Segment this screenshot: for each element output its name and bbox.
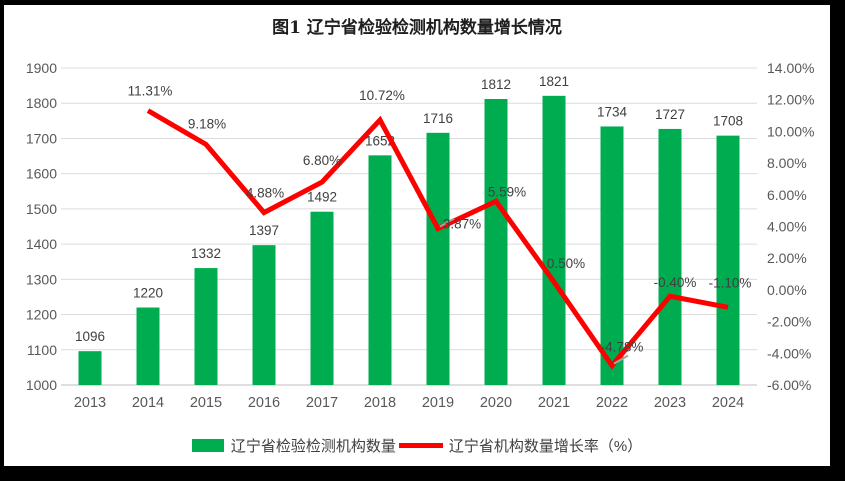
right-axis-tick: 4.00% [767, 219, 807, 235]
line-data-label: 9.18% [188, 116, 226, 131]
line-data-label: 6.80% [303, 153, 341, 168]
right-axis-tick: 6.00% [767, 187, 807, 203]
bar-data-label: 1734 [597, 104, 628, 119]
left-axis-tick: 1900 [26, 60, 57, 76]
line-data-label: -4.78% [601, 340, 644, 355]
bar-2017 [310, 211, 334, 385]
legend-bar-swatch-icon [191, 439, 224, 452]
left-axis-tick: 1200 [26, 307, 57, 323]
bar-2023 [658, 128, 682, 385]
bar-2024 [716, 135, 740, 385]
chart-frame: 图1 辽宁省检验检测机构数量增长情况 1900 1800 1700 1600 1500 1… [4, 5, 830, 466]
x-axis-label: 2014 [132, 395, 164, 411]
x-axis-label: 2018 [364, 395, 396, 411]
bar-data-label: 1727 [655, 107, 685, 122]
bar-2019 [426, 132, 450, 385]
label-leader-line [439, 217, 455, 228]
line-data-label: 0.50% [547, 256, 585, 271]
x-axis-label: 2022 [596, 395, 628, 411]
x-axis-label: 2013 [74, 395, 106, 411]
left-axis-tick: 1500 [26, 201, 57, 217]
legend-line-label: 辽宁省机构数量增长率（%） [448, 438, 643, 455]
x-axis-label: 2023 [654, 395, 686, 411]
right-axis-tick: 0.00% [767, 282, 807, 298]
bar-2013 [78, 351, 102, 385]
line-data-label: 11.31% [128, 84, 173, 99]
right-axis-tick: 10.00% [767, 123, 814, 139]
bar-data-label: 1397 [249, 223, 279, 238]
bar-data-label: 1716 [423, 111, 453, 126]
bar-data-label: 1332 [191, 246, 221, 261]
legend-bar-label: 辽宁省检验检测机构数量 [230, 438, 396, 455]
line-data-label: 4.88% [246, 186, 284, 201]
bar-2021 [542, 95, 566, 385]
bar-data-label: 1492 [307, 190, 337, 205]
bar-data-label: 1708 [713, 114, 743, 129]
left-axis-tick: 1300 [26, 271, 57, 287]
line-data-label: 5.59% [488, 184, 526, 199]
left-axis-tick: 1700 [26, 130, 57, 146]
bar-data-label: 1220 [133, 286, 163, 301]
line-data-label: 3.87% [443, 217, 481, 232]
left-axis-tick: 1600 [26, 166, 57, 182]
bar-data-label: 1812 [481, 77, 511, 92]
right-axis-tick: -2.00% [767, 314, 811, 330]
right-axis-tick: 8.00% [767, 155, 807, 171]
right-axis-tick: -4.00% [767, 345, 811, 361]
bar-data-label: 1096 [75, 329, 105, 344]
line-data-label: -1.10% [709, 275, 752, 290]
x-axis-label: 2016 [248, 395, 280, 411]
x-axis-label: 2019 [422, 395, 454, 411]
chart-canvas: 1900 1800 1700 1600 1500 1400 1300 1200 1100 1000… [26, 60, 815, 411]
x-axis-label: 2021 [538, 395, 570, 411]
left-axis-tick: 1000 [26, 377, 57, 393]
label-leader-line [613, 354, 629, 365]
left-axis-tick: 1400 [26, 236, 57, 252]
bar-2014 [136, 307, 160, 385]
right-axis-tick: -6.00% [767, 377, 811, 393]
legend-line-swatch-icon [398, 443, 443, 448]
growth-rate-line [146, 108, 729, 370]
right-axis-tick: 14.00% [767, 60, 814, 76]
bar-2018 [368, 155, 392, 385]
line-data-label: 10.72% [359, 88, 405, 103]
x-axis-label: 2020 [480, 395, 512, 411]
left-axis-tick: 1800 [26, 95, 57, 111]
bar-2016 [252, 245, 276, 385]
bar-data-label: 1821 [539, 74, 569, 89]
bar-2022 [600, 126, 624, 386]
left-axis-tick: 1100 [27, 342, 57, 358]
x-axis-label: 2024 [712, 395, 744, 411]
legend: 辽宁省检验检测机构数量 辽宁省机构数量增长率（%） [4, 435, 830, 456]
line-data-label: -0.40% [654, 275, 697, 290]
bar-2020 [484, 98, 508, 386]
bar-2015 [194, 268, 218, 385]
x-axis-label: 2015 [190, 395, 222, 411]
right-axis-tick: 12.00% [767, 92, 814, 108]
right-axis-tick: 2.00% [767, 250, 807, 266]
x-axis-label: 2017 [306, 395, 338, 411]
chart-title: 图1 辽宁省检验检测机构数量增长情况 [272, 18, 562, 38]
